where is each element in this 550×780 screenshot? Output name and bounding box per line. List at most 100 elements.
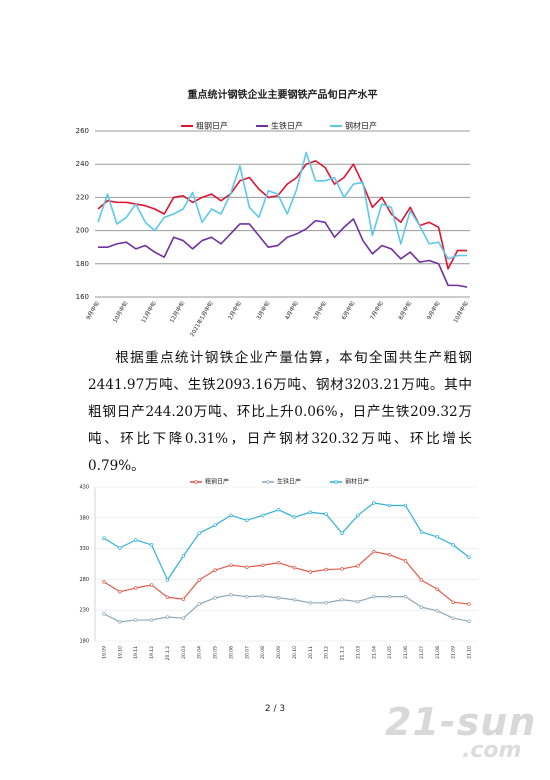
point (213, 568, 217, 572)
point (403, 503, 408, 508)
x-tick-label: 19.09 (102, 646, 108, 659)
point (387, 594, 392, 599)
point (324, 601, 328, 605)
legend-label: 生铁日产 (271, 121, 303, 131)
point (118, 620, 122, 624)
x-tick-label: 21.03 (355, 646, 361, 659)
point (165, 595, 170, 600)
x-tick-label: 19.10 (117, 646, 123, 659)
x-tick-label: 20.06 (228, 646, 234, 659)
point (165, 615, 170, 619)
point (276, 561, 281, 565)
series-line (97, 151, 467, 260)
x-tick-label: 9月中旬 (84, 299, 101, 321)
x-tick-label: 11月中旬 (139, 299, 158, 324)
point (340, 597, 344, 602)
y-tick-label: 330 (79, 546, 89, 552)
x-tick-label: 21.10 (467, 646, 473, 659)
y-tick-label: 180 (79, 639, 89, 645)
point (229, 593, 233, 597)
point (372, 594, 376, 599)
point (467, 555, 471, 559)
point (372, 549, 376, 554)
x-tick-label: 20.07 (244, 646, 250, 659)
point (197, 602, 201, 606)
point (308, 570, 313, 574)
series-line (103, 594, 470, 623)
x-tick-label: 20.08 (260, 646, 266, 659)
point (245, 565, 249, 569)
legend-label: 钢材日产 (345, 121, 377, 131)
x-tick-label: 8月中旬 (396, 299, 413, 321)
x-tick-label: 7月中旬 (368, 299, 385, 321)
point (149, 618, 154, 622)
x-tick-label: 3月中旬 (254, 299, 271, 321)
x-tick-label: 20.09 (276, 646, 282, 659)
x-tick-label: 20.04 (197, 646, 203, 659)
legend-label: 钢材日产 (345, 478, 369, 486)
point (260, 563, 265, 567)
series-line (103, 502, 470, 581)
y-tick-label: 180 (76, 260, 89, 268)
point (387, 503, 392, 508)
point (245, 518, 249, 523)
point (451, 600, 455, 604)
x-tick-label: 20.05 (213, 646, 219, 659)
y-tick-label: 220 (76, 193, 89, 201)
point (229, 513, 233, 518)
x-tick-label: 21.09 (451, 646, 457, 659)
point (133, 538, 138, 542)
point (435, 535, 440, 539)
point (102, 536, 106, 540)
point (133, 618, 138, 622)
point (435, 587, 440, 592)
series-line (98, 218, 468, 288)
point (372, 501, 376, 505)
point (260, 513, 265, 518)
x-tick-label: 10月中旬 (111, 299, 130, 324)
x-tick-label: 20.10 (292, 646, 298, 659)
y-tick-label: 230 (79, 608, 89, 614)
x-tick-label: 12月中旬 (168, 299, 187, 324)
x-tick-label: 21.07 (419, 646, 425, 659)
x-tick-label: 20.12 (324, 646, 330, 659)
point (435, 609, 440, 613)
y-tick-label: 260 (76, 127, 89, 135)
point (102, 580, 106, 584)
watermark: 21-sun (385, 700, 537, 744)
x-tick-label: 21.1.2 (340, 646, 346, 660)
point (403, 559, 408, 563)
point (118, 589, 122, 594)
point (451, 543, 455, 547)
point (292, 515, 297, 519)
y-tick-label: 200 (76, 227, 89, 235)
x-tick-label: 10月中旬 (451, 299, 470, 324)
point (340, 531, 344, 535)
point (419, 605, 424, 609)
series-line (97, 160, 467, 270)
x-tick-label: 20.03 (181, 646, 187, 659)
x-tick-label: 21.05 (387, 646, 393, 659)
point (419, 530, 424, 534)
point (213, 523, 217, 527)
series-line (103, 551, 470, 605)
point (102, 612, 106, 616)
point (165, 578, 170, 582)
point (292, 565, 297, 570)
paragraph: 根据重点统计钢铁企业产量估算，本旬全国共生产粗钢2441.97万吨、生铁2093… (88, 350, 472, 474)
point (292, 597, 297, 602)
x-tick-label: 21.04 (371, 646, 377, 659)
point (197, 578, 201, 582)
x-tick-label: 9月中旬 (425, 299, 442, 321)
legend-marker (194, 480, 198, 484)
point (403, 594, 408, 599)
point (245, 594, 249, 599)
x-tick-label: 20.1.2 (165, 646, 171, 660)
point (181, 597, 186, 601)
point (467, 619, 471, 624)
point (276, 508, 281, 512)
point (451, 616, 455, 620)
point (467, 602, 471, 606)
